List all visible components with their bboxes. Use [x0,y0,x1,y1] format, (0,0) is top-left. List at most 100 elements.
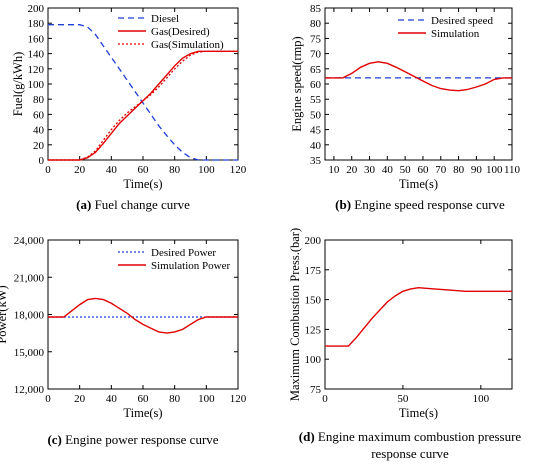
y-tick-label-a: 180 [28,18,45,30]
x-axis-label-a: Time(s) [123,177,162,191]
y-tick-label-b: 70 [310,49,322,61]
legend-label-c-0: Desired Power [151,247,216,259]
caption-d-line2: response curve [371,446,449,461]
y-tick-label-d: 75 [310,384,322,396]
x-tick-label-a: 80 [169,164,181,176]
y-tick-label-b: 35 [310,155,322,167]
y-tick-label-c: 12,000 [14,384,45,396]
chart-panel-d: 0 50 100 75 100 125 150 175 200 Time(s) Maximum Co… [288,228,513,420]
y-tick-label-c: 21,000 [14,272,45,284]
y-tick-label-a: 160 [28,33,45,45]
y-tick-label-a: 20 [33,140,45,152]
series-line-d-0 [325,286,512,347]
x-tick-label-c: 0 [45,393,51,405]
x-tick-label-c: 20 [74,393,86,405]
caption-d-label: (d) [298,429,315,444]
x-tick-label-a: 20 [74,164,86,176]
y-axis-label-d: Maximum Combustion Press.(bar) [288,228,302,401]
y-tick-label-c: 18,000 [14,310,45,322]
y-tick-label-d: 150 [305,295,322,307]
x-tick-label-b: 10 [328,164,340,176]
y-tick-label-a: 40 [33,125,45,137]
x-axis-label-b: Time(s) [399,177,438,191]
y-tick-label-c: 24,000 [14,235,45,247]
x-tick-label-b: 20 [346,164,358,176]
legend-label-c-1: Simulation Power [151,260,230,272]
y-tick-label-b: 75 [310,33,322,45]
y-tick-label-d: 100 [305,354,322,366]
series-line-c-1 [48,297,238,334]
caption-b-label: (b) [335,197,352,212]
y-axis-label-c: Power(kW) [0,285,9,343]
x-tick-label-d: 50 [397,393,409,405]
x-axis-label-c: Time(s) [123,406,162,420]
y-tick-label-b: 55 [310,94,322,106]
plot-frame-d [324,239,513,390]
caption-b-text: Engine speed response curve [354,197,505,212]
x-tick-label-b: 100 [486,164,503,176]
y-tick-label-d: 125 [305,324,322,336]
chart-panel-c: 0 20 40 60 80 100 120 12,000 15,000 18,000 21,000 2… [0,235,247,420]
y-tick-label-b: 45 [310,125,322,137]
y-tick-label-a: 100 [28,79,45,91]
y-tick-label-a: 140 [28,49,45,61]
y-tick-label-b: 50 [310,109,322,121]
y-tick-label-a: 0 [39,155,45,167]
caption-b: (b) Engine speed response curve [300,197,540,213]
caption-d: (d) Engine maximum combustion pressure r… [272,428,548,462]
legend-label-a-0: Diesel [151,13,179,25]
caption-c-text: Engine power response curve [65,432,219,447]
y-tick-label-a: 120 [28,64,45,76]
y-tick-label-b: 80 [310,18,322,30]
x-tick-label-a: 60 [138,164,150,176]
x-tick-label-a: 0 [45,164,51,176]
caption-d-line1: Engine maximum combustion pressure [317,429,522,444]
y-tick-label-a: 80 [33,94,45,106]
x-tick-label-a: 40 [106,164,118,176]
caption-a-label: (a) [76,197,92,212]
y-axis-label-b: Engine speed(rmp) [290,36,304,131]
x-tick-label-c: 40 [106,393,118,405]
y-tick-label-a: 200 [28,3,45,15]
caption-c-label: (c) [47,432,62,447]
y-tick-label-b: 60 [310,79,322,91]
x-tick-label-b: 50 [400,164,412,176]
x-tick-label-b: 110 [504,164,521,176]
x-tick-label-b: 90 [471,164,483,176]
caption-c: (c) Engine power response curve [8,432,258,448]
series-line-a-1 [48,50,238,161]
x-tick-label-b: 40 [382,164,394,176]
x-tick-label-d: 100 [473,393,490,405]
x-tick-label-d: 0 [322,393,328,405]
x-tick-label-a: 100 [198,164,215,176]
y-tick-label-c: 15,000 [14,347,45,359]
y-tick-label-d: 175 [305,265,322,277]
caption-a: (a) Fuel change curve [18,197,248,213]
x-tick-label-a: 120 [230,164,247,176]
legend-label-a-1: Gas(Desired) [151,26,210,38]
legend-label-b-1: Simulation [431,28,480,40]
series-line-b-1 [325,61,512,92]
x-tick-label-c: 100 [198,393,215,405]
y-tick-label-a: 60 [33,109,45,121]
y-tick-label-b: 85 [310,3,322,15]
x-tick-label-b: 30 [364,164,376,176]
x-tick-label-c: 120 [230,393,247,405]
chart-panel-a: 0 20 40 60 80 100 1200204060801001201401601802… [11,3,247,191]
x-tick-label-b: 60 [417,164,429,176]
x-tick-label-b: 80 [453,164,465,176]
y-tick-label-d: 200 [305,235,322,247]
x-tick-label-c: 60 [138,393,150,405]
series-line-a-2 [48,50,238,161]
series-line-a-0 [48,24,238,161]
legend-label-b-0: Desired speed [431,15,494,27]
chart-panel-b: 10 20 30 40 50 60 70 80 90 100 110 35 40 45 50 55 60 65 70… [290,3,521,191]
caption-a-text: Fuel change curve [94,197,190,212]
y-tick-label-b: 65 [310,64,322,76]
x-tick-label-c: 80 [169,393,181,405]
legend-label-a-2: Gas(Simulation) [151,39,224,51]
x-axis-label-d: Time(s) [399,406,438,420]
x-tick-label-b: 70 [435,164,447,176]
